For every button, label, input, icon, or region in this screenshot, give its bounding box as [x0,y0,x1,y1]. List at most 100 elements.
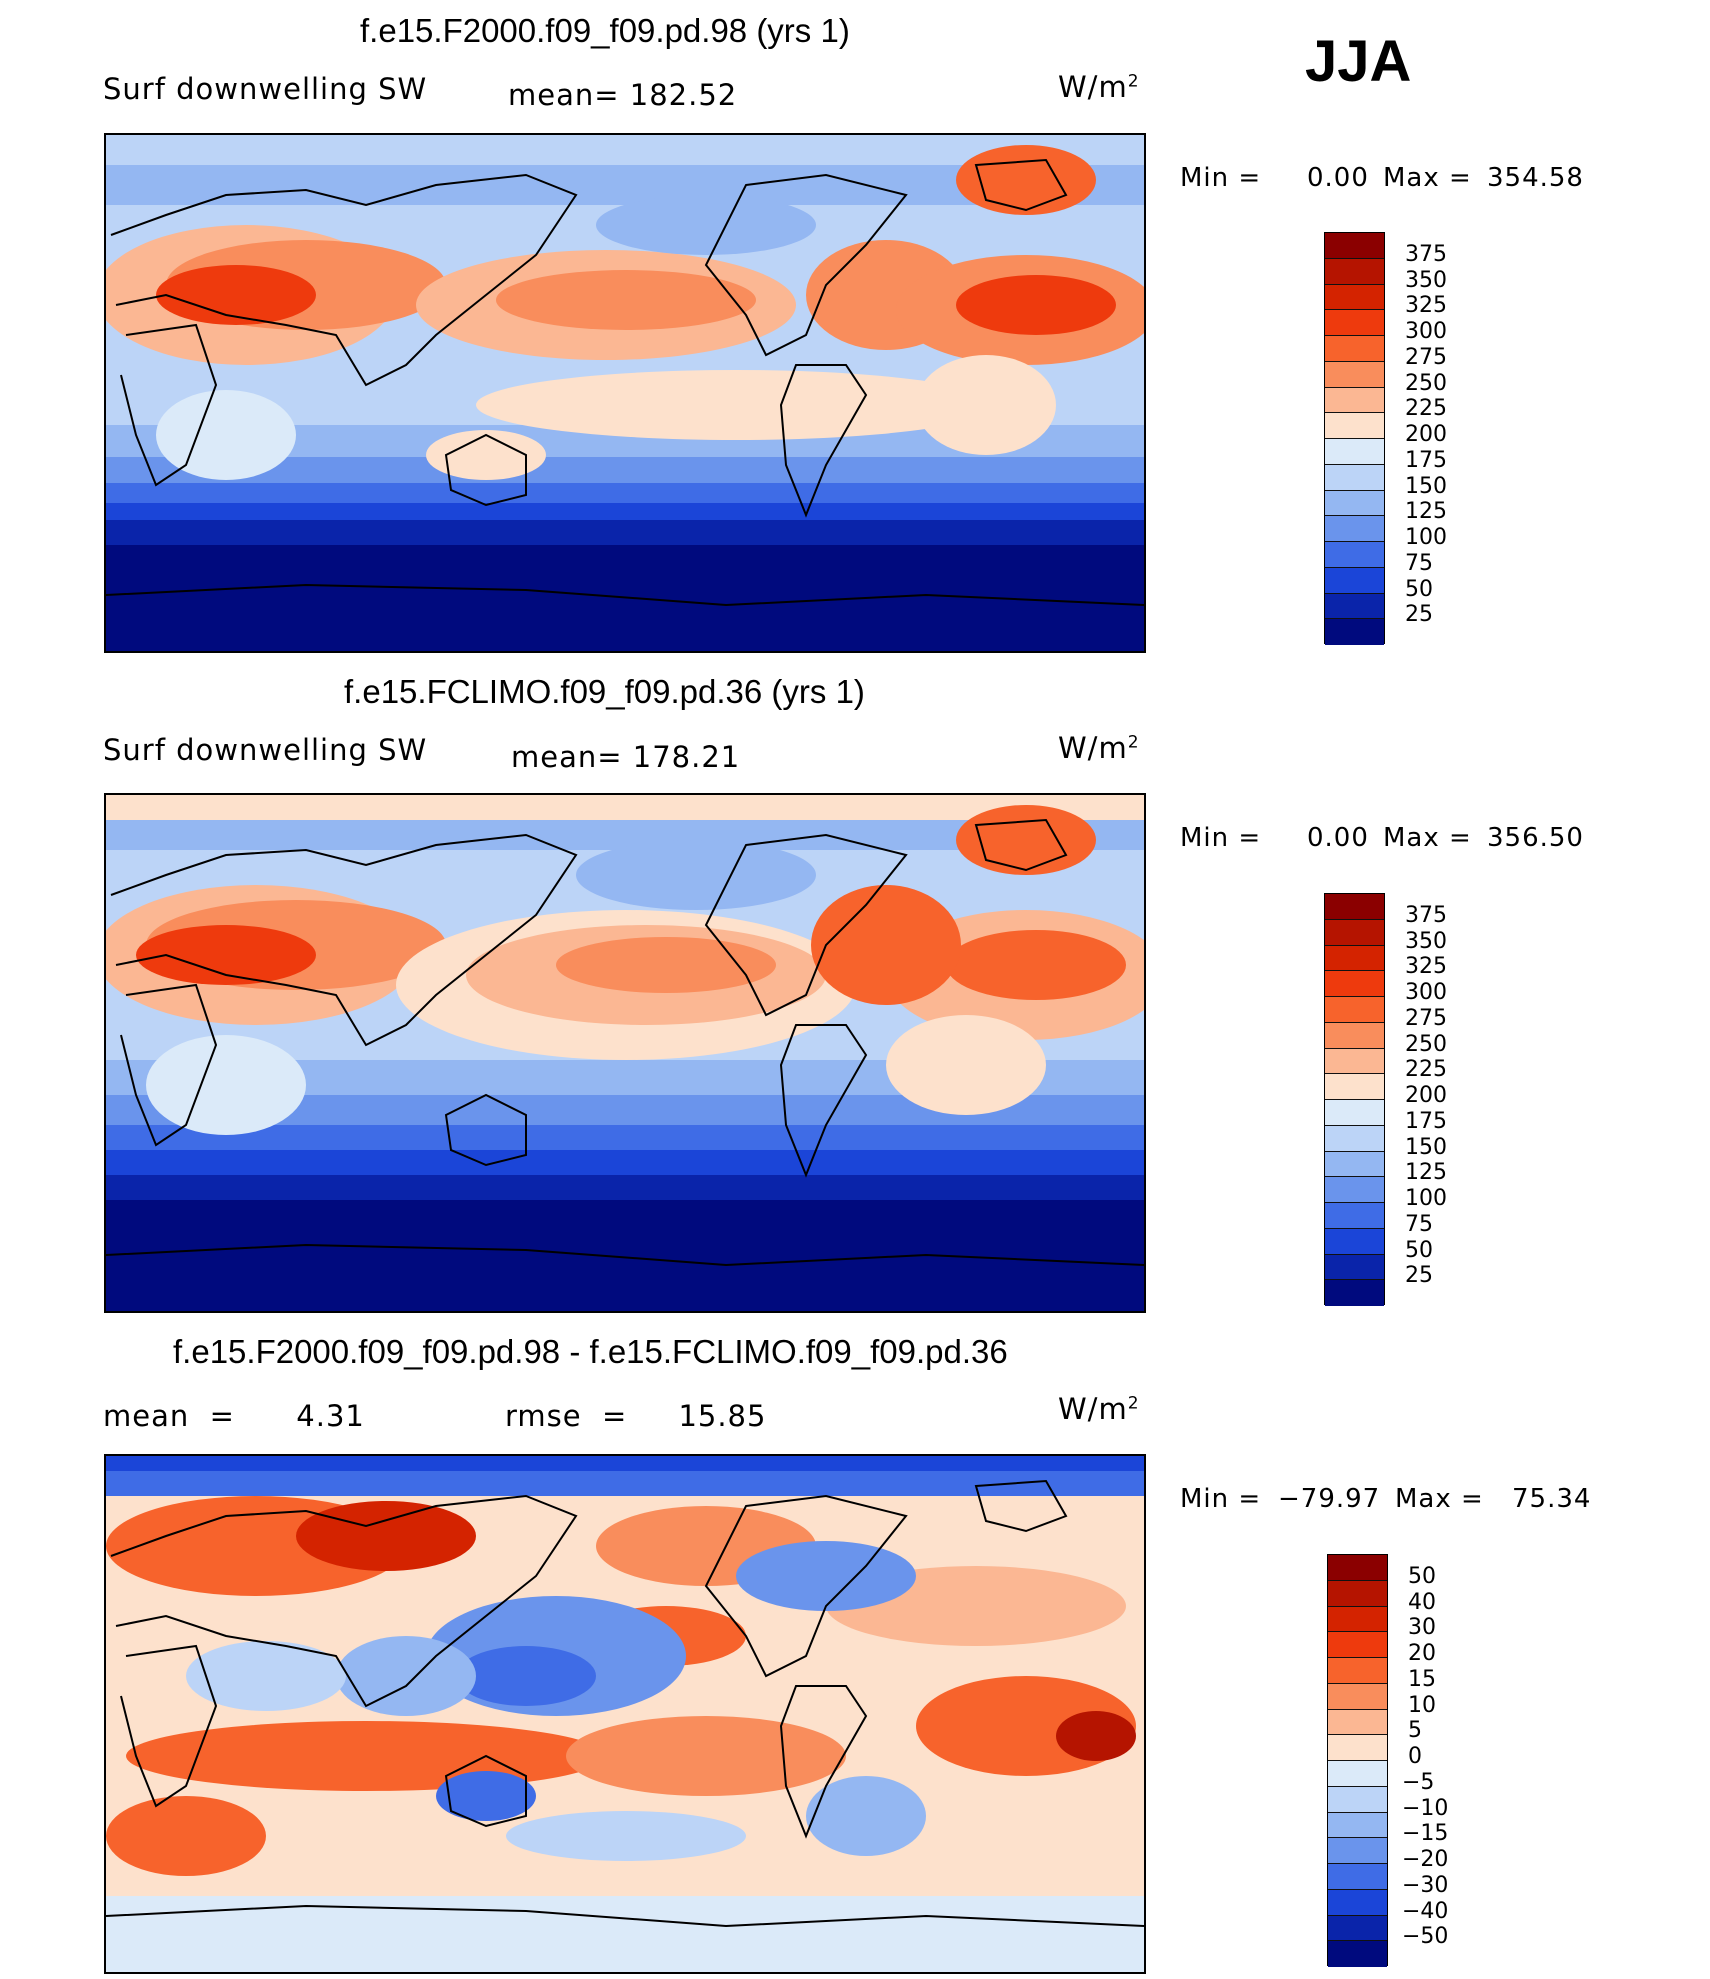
colorbar-tick-label: 225 [1405,396,1447,422]
colorbar-swatch [1328,1555,1387,1581]
panel1-min-label: Min = [1180,163,1262,193]
colorbar-tick-label: −40 [1402,1898,1449,1924]
colorbar-tick-label: 20 [1408,1641,1436,1666]
colorbar-swatch [1328,1889,1387,1916]
colorbar-tick-label: 250 [1405,370,1447,396]
colorbar-tick-label: 75 [1405,1211,1433,1237]
colorbar-swatch [1328,1658,1387,1684]
colorbar-tick-label: 300 [1405,319,1447,344]
colorbar-swatch [1325,919,1384,946]
season-label: JJA [1305,29,1412,94]
colorbar-swatch [1325,945,1384,972]
colorbar-tick-label: 275 [1405,344,1447,370]
colorbar-tick-label: 150 [1405,1134,1447,1160]
colorbar-tick-label: 325 [1405,954,1447,980]
panel3-max-value: 75.34 [1512,1484,1592,1514]
panel1-mean: mean= 182.52 [508,78,738,112]
panel3-min-label: Min = [1180,1484,1262,1514]
panel3-title: f.e15.F2000.f09_f09.pd.98 - f.e15.FCLIMO… [173,1333,1008,1370]
colorbar-swatch [1328,1683,1387,1710]
colorbar-tick-label: 0 [1408,1744,1422,1769]
colorbar-swatch [1328,1632,1387,1658]
panel3-colorbar [1327,1554,1388,1967]
colorbar-swatch [1328,1735,1387,1761]
panel3-map [104,1454,1146,1974]
colorbar-tick-label: 300 [1405,980,1447,1005]
colorbar-swatch [1325,413,1384,439]
colorbar-swatch [1325,310,1384,336]
colorbar-tick-label: 15 [1408,1666,1436,1692]
colorbar-tick-label: 250 [1405,1031,1447,1057]
colorbar-swatch [1328,1941,1387,1967]
panel1-max-label: Max = [1383,163,1472,193]
panel2-max-value: 356.50 [1487,823,1584,853]
panel1-map-svg [106,135,1144,651]
colorbar-swatch [1325,542,1384,568]
colorbar-tick-label: 350 [1405,928,1447,954]
panel3-rmse: rmse = 15.85 [505,1399,767,1433]
panel3-units: W/m2 [1058,1392,1140,1426]
panel3-min-value: −79.97 [1278,1484,1381,1514]
colorbar-swatch [1328,1606,1387,1633]
colorbar-swatch [1325,1048,1384,1075]
colorbar-tick-label: 375 [1405,902,1447,928]
panel1-min-value: 0.00 [1307,163,1369,193]
panel3-max-label: Max = [1395,1484,1484,1514]
colorbar-swatch [1325,1074,1384,1100]
colorbar-swatch [1325,1280,1384,1306]
panel1-variable: Surf downwelling SW [103,72,428,106]
colorbar-tick-label: 50 [1405,576,1433,602]
colorbar-tick-label: 125 [1405,499,1447,525]
colorbar-swatch [1325,1125,1384,1152]
colorbar-tick-label: 275 [1405,1005,1447,1031]
colorbar-swatch [1325,1203,1384,1229]
panel2-max-label: Max = [1383,823,1472,853]
colorbar-swatch [1328,1786,1387,1813]
colorbar-tick-label: 125 [1405,1160,1447,1186]
colorbar-swatch [1325,1100,1384,1126]
colorbar-tick-label: 25 [1405,1263,1433,1289]
colorbar-swatch [1325,516,1384,542]
colorbar-swatch [1328,1761,1387,1787]
colorbar-swatch [1328,1580,1387,1607]
colorbar-tick-label: 25 [1405,602,1433,628]
colorbar-swatch [1325,894,1384,920]
colorbar-swatch [1325,490,1384,517]
colorbar-swatch [1328,1812,1387,1839]
panel3-map-svg [106,1456,1144,1972]
panel2-min-value: 0.00 [1307,823,1369,853]
colorbar-tick-label: 200 [1405,422,1447,447]
panel1-title: f.e15.F2000.f09_f09.pd.98 (yrs 1) [360,12,850,49]
colorbar-swatch [1325,439,1384,465]
colorbar-tick-label: −20 [1402,1847,1449,1872]
colorbar-tick-label: 30 [1408,1615,1436,1641]
colorbar-swatch [1325,284,1384,311]
colorbar-swatch [1328,1915,1387,1942]
colorbar-tick-label: −10 [1402,1795,1449,1821]
panel1-max-value: 354.58 [1487,163,1584,193]
colorbar-tick-label: 50 [1405,1237,1433,1263]
colorbar-tick-label: 40 [1408,1589,1436,1615]
panel1-map [104,133,1146,653]
colorbar-swatch [1328,1838,1387,1864]
colorbar-swatch [1325,1022,1384,1049]
panel2-min-label: Min = [1180,823,1262,853]
colorbar-tick-label: 150 [1405,473,1447,499]
colorbar-tick-label: −5 [1402,1769,1435,1795]
colorbar-swatch [1325,387,1384,414]
colorbar-swatch [1325,336,1384,362]
panel2-map-svg [106,795,1144,1311]
colorbar-swatch [1325,971,1384,997]
colorbar-tick-label: −15 [1402,1821,1449,1847]
colorbar-swatch [1325,258,1384,285]
colorbar-tick-label: 200 [1405,1083,1447,1108]
colorbar-swatch [1325,1177,1384,1203]
panel3-mean: mean = 4.31 [103,1399,365,1433]
colorbar-tick-label: 225 [1405,1057,1447,1083]
panel2-colorbar [1324,893,1385,1306]
panel1-units: W/m2 [1058,70,1140,104]
colorbar-tick-label: 375 [1405,241,1447,267]
colorbar-tick-label: 100 [1405,1186,1447,1211]
colorbar-tick-label: 325 [1405,293,1447,319]
colorbar-swatch [1325,464,1384,491]
